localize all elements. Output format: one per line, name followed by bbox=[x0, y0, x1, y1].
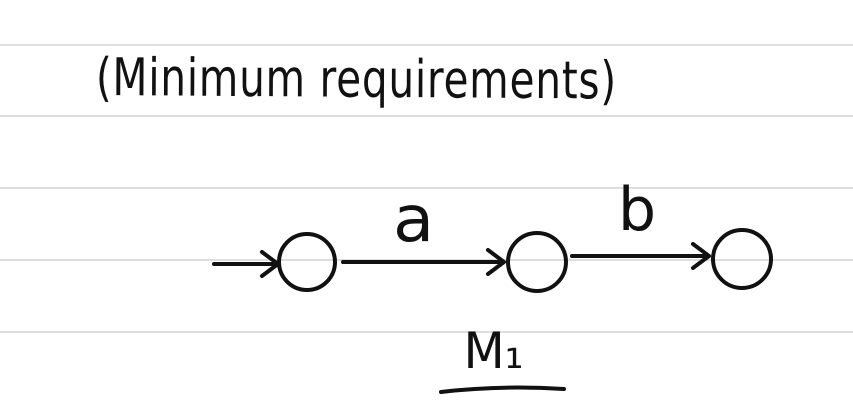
transition-label-b: b bbox=[618, 175, 657, 245]
state-q1 bbox=[506, 231, 568, 293]
state-q0 bbox=[277, 232, 337, 292]
transition-a-arrow bbox=[341, 248, 506, 276]
ruled-line bbox=[0, 115, 853, 117]
automaton-name: M₁ bbox=[463, 322, 524, 380]
ruled-line bbox=[0, 44, 853, 46]
state-q2 bbox=[711, 228, 773, 290]
ruled-line bbox=[0, 187, 853, 189]
start-arrow bbox=[212, 250, 280, 278]
transition-label-a: a bbox=[393, 183, 435, 257]
ruled-line bbox=[0, 331, 853, 333]
name-underline bbox=[439, 385, 566, 394]
transition-b-arrow bbox=[570, 242, 711, 270]
